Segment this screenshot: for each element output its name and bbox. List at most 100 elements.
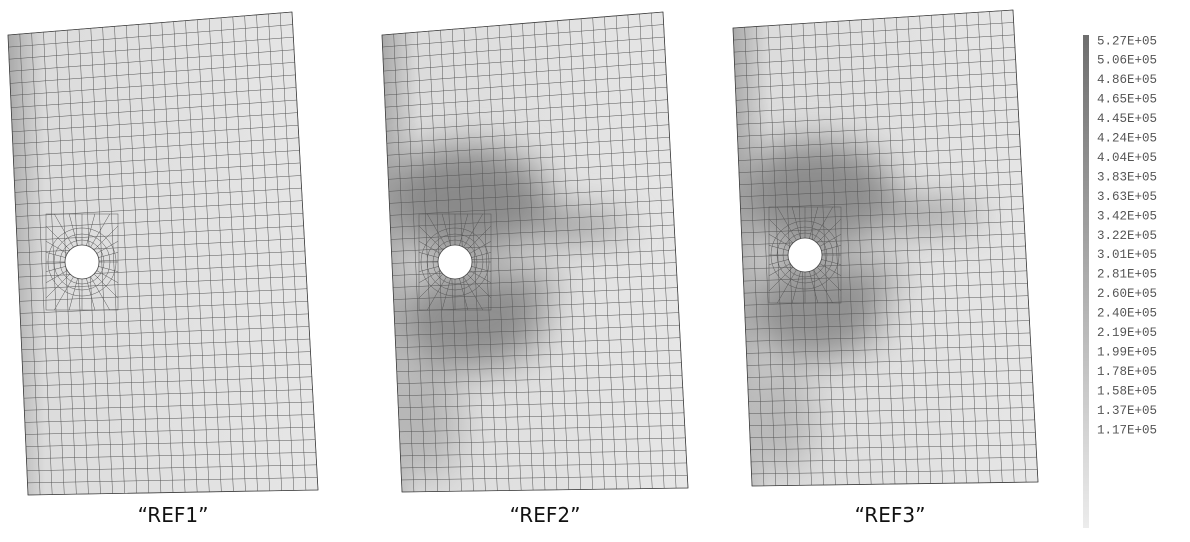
radial-line: [777, 206, 797, 241]
mesh-line: [739, 171, 1022, 185]
mesh-line: [740, 208, 1024, 222]
mesh-line: [738, 146, 1021, 161]
mesh-line: [9, 36, 294, 60]
mesh-line: [21, 338, 310, 350]
mesh-line: [22, 351, 311, 363]
mesh-line: [738, 158, 1021, 173]
mesh-line: [385, 99, 668, 120]
ring-line: [776, 226, 834, 284]
radial-line: [813, 269, 833, 304]
legend-label: 3.63E+05: [1097, 190, 1157, 204]
mesh-line: [15, 187, 302, 205]
mesh-line: [16, 213, 303, 229]
mesh-line: [10, 74, 296, 96]
mesh-line: [19, 275, 307, 290]
mesh-line: [737, 133, 1020, 149]
mesh-line: [396, 349, 681, 360]
mesh-line: [399, 425, 685, 433]
mesh-line: [397, 375, 683, 385]
mesh-line: [746, 357, 1032, 366]
mesh-line: [20, 313, 309, 326]
mesh-line: [395, 324, 680, 336]
mesh-line: [22, 363, 312, 375]
legend-label: 1.99E+05: [1097, 345, 1157, 359]
legend-label: 1.17E+05: [1097, 423, 1157, 437]
mesh-line: [384, 61, 666, 84]
mesh-panel: [7, 11, 319, 496]
legend-label: 4.04E+05: [1097, 151, 1157, 165]
panel-fill: [382, 12, 688, 492]
mesh-line: [23, 376, 312, 387]
mesh-line: [383, 36, 665, 60]
panel-label: “REF1”: [138, 503, 209, 527]
legend-label: 4.86E+05: [1097, 73, 1157, 87]
ring-line: [59, 239, 105, 285]
mesh-line: [390, 212, 674, 228]
radial-line: [68, 278, 78, 311]
radial-line: [418, 270, 441, 284]
mesh-line: [14, 175, 301, 193]
mesh-line: [387, 149, 671, 168]
radial-line: [768, 263, 791, 277]
stress-region: [480, 271, 560, 299]
stress-region: [835, 263, 905, 287]
legend-label: 1.78E+05: [1097, 365, 1157, 379]
radial-line: [819, 233, 842, 247]
radial-line: [441, 278, 451, 311]
radial-line: [459, 213, 469, 246]
mesh-line: [388, 174, 672, 192]
blobs: [382, 145, 630, 480]
mesh-line: [24, 401, 314, 411]
mesh-line: [393, 287, 678, 300]
radial-line: [96, 270, 119, 284]
mesh-line: [398, 400, 684, 409]
ring-line: [420, 227, 490, 297]
legend-label: 4.24E+05: [1097, 132, 1157, 146]
mesh-line: [24, 414, 314, 423]
mesh-line: [748, 407, 1035, 414]
mesh-line: [395, 337, 681, 348]
radial-line: [90, 276, 110, 311]
mesh-line: [20, 301, 308, 314]
mesh-line: [388, 162, 671, 180]
mesh-line: [385, 86, 667, 108]
stress-region: [735, 140, 895, 250]
mesh-line: [389, 199, 673, 216]
mesh-line: [741, 220, 1025, 234]
mesh-line: [745, 332, 1031, 342]
panel-outline: [381, 11, 689, 493]
mesh-line: [394, 312, 679, 324]
mesh-line: [746, 345, 1031, 354]
radial-line: [86, 213, 96, 246]
mesh-line: [736, 109, 1019, 125]
radial-line: [427, 276, 447, 311]
mesh-line: [11, 87, 297, 108]
radial-line: [45, 270, 68, 284]
legend-label: 5.06E+05: [1097, 54, 1157, 68]
panel-outline: [7, 11, 319, 496]
mesh-line: [25, 439, 316, 447]
mesh-line: [735, 84, 1017, 101]
legend-label: 3.42E+05: [1097, 209, 1157, 223]
radial-line: [68, 213, 78, 246]
mesh-line: [21, 326, 310, 338]
legend-label: 3.22E+05: [1097, 229, 1157, 243]
mesh-line: [747, 382, 1033, 390]
mesh-line: [394, 299, 679, 312]
radial-line: [819, 263, 842, 277]
mesh-line: [17, 238, 305, 254]
radial-line: [54, 276, 74, 311]
mesh-line: [747, 369, 1033, 378]
legend-label: 5.27E+05: [1097, 34, 1157, 48]
mesh-line: [733, 34, 1015, 53]
mesh-line: [396, 362, 682, 372]
mesh-line: [743, 283, 1028, 294]
legend-label: 1.37E+05: [1097, 404, 1157, 418]
mesh-line: [739, 183, 1023, 197]
mesh-line: [735, 71, 1017, 89]
stress-region: [382, 360, 460, 480]
radial-line: [54, 213, 74, 248]
radial-line: [96, 240, 119, 254]
mesh-line: [748, 394, 1034, 402]
